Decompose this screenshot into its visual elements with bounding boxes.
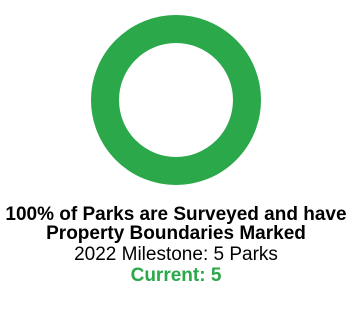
chart-caption: 100% of Parks are Surveyed and have Prop… bbox=[0, 205, 352, 286]
headline-text: 100% of Parks are Surveyed and have Prop… bbox=[5, 204, 347, 244]
milestone-text: 2022 Milestone: 5 Parks bbox=[74, 244, 278, 265]
donut-progress-ring bbox=[91, 15, 261, 185]
current-value-text: Current: 5 bbox=[130, 265, 222, 286]
donut-svg bbox=[91, 15, 261, 185]
donut-chart bbox=[90, 14, 262, 186]
